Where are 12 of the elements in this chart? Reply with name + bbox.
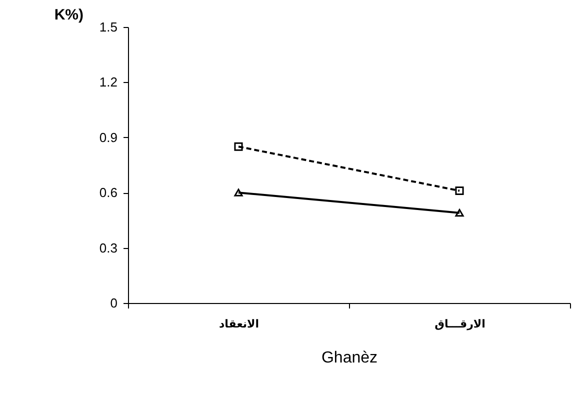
x-tick-label: الارقـــاق xyxy=(434,318,486,330)
y-tick-label: 1.2 xyxy=(99,74,118,90)
y-axis-title: K%) xyxy=(54,6,84,24)
y-tick-label: 0.3 xyxy=(99,240,118,256)
y-tick-label: 1.5 xyxy=(99,20,118,34)
point xyxy=(234,142,243,151)
y-tick-label: 0 xyxy=(110,296,118,310)
y-tick-label: 0.9 xyxy=(99,130,118,145)
y-tick-label: 0.6 xyxy=(99,185,118,200)
point xyxy=(455,186,464,196)
x-axis-title: Ghanèz xyxy=(321,350,378,366)
x-tick-label: الانعقاد xyxy=(219,318,259,330)
